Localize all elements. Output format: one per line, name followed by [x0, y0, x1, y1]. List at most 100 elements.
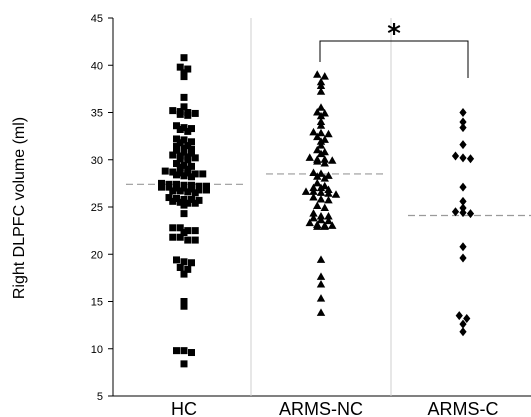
data-point: [173, 135, 180, 143]
data-point: [316, 103, 326, 111]
data-point: [199, 170, 207, 178]
data-point: [191, 227, 199, 235]
data-point: [184, 199, 192, 207]
y-tick-label: 10: [91, 344, 103, 356]
data-point: [309, 168, 318, 176]
data-point: [176, 63, 184, 71]
data-point: [316, 211, 326, 220]
data-point: [173, 171, 180, 179]
data-point: [459, 327, 467, 337]
data-point: [328, 221, 337, 229]
data-point: [459, 123, 467, 133]
data-point: [463, 314, 471, 324]
data-point: [459, 182, 467, 192]
data-point: [191, 189, 199, 197]
data-point: [169, 168, 177, 176]
y-tick-label: 45: [91, 13, 103, 25]
data-point: [176, 155, 184, 163]
data-point: [169, 187, 177, 195]
data-point: [176, 126, 184, 134]
y-tick-label: 5: [97, 391, 103, 403]
data-point: [169, 151, 177, 159]
data-point: [184, 169, 192, 177]
data-point: [191, 236, 199, 244]
data-point: [176, 263, 184, 271]
data-point: [176, 224, 184, 232]
data-point: [188, 138, 195, 146]
data-point: [313, 108, 322, 116]
data-point: [188, 195, 195, 203]
data-point: [459, 242, 467, 252]
significance-star: *: [387, 19, 401, 49]
data-point: [309, 193, 318, 201]
data-point: [324, 171, 333, 179]
data-point: [184, 156, 192, 164]
data-point: [316, 128, 326, 137]
data-point: [158, 179, 165, 187]
data-point: [316, 188, 326, 196]
data-point: [180, 347, 188, 355]
data-point: [180, 144, 188, 152]
data-point: [313, 222, 322, 230]
data-point: [309, 127, 318, 136]
y-tick-label: 35: [91, 108, 103, 120]
data-point: [180, 136, 188, 144]
data-point: [176, 139, 184, 147]
data-point: [313, 201, 322, 210]
data-point: [328, 156, 337, 164]
data-point: [188, 149, 195, 157]
data-point: [309, 213, 318, 222]
data-point: [316, 137, 326, 145]
data-point: [184, 111, 192, 119]
data-point: [188, 185, 195, 193]
data-point: [180, 103, 188, 111]
data-point: [459, 253, 467, 263]
data-point: [320, 155, 329, 163]
data-point: [169, 197, 177, 205]
data-point: [316, 294, 326, 302]
data-point: [313, 145, 322, 154]
data-point: [180, 201, 188, 209]
data-point: [188, 349, 195, 357]
data-point: [313, 70, 322, 78]
data-point: [191, 170, 199, 178]
data-point: [324, 195, 333, 204]
data-point: [316, 215, 326, 224]
data-point: [184, 142, 192, 150]
data-point: [459, 208, 467, 218]
data-point: [203, 186, 210, 194]
data-point: [324, 185, 333, 193]
data-point: [173, 256, 180, 264]
data-point: [188, 125, 195, 133]
y-axis-title: Right DLPFC volume (ml): [11, 117, 28, 299]
data-point: [320, 174, 329, 182]
data-point: [305, 153, 314, 161]
data-point: [331, 190, 341, 198]
axes: 5 10 15 20 25 30 35 40 45 HC ARMS-NC ARMS-C: [91, 13, 531, 417]
data-point: [466, 154, 475, 164]
data-point: [316, 117, 326, 125]
data-point: [459, 319, 467, 329]
data-point: [301, 187, 311, 195]
data-point: [173, 194, 180, 202]
data-point: [173, 122, 180, 130]
data-point: [309, 183, 318, 192]
data-point: [459, 108, 467, 117]
data-point: [184, 188, 192, 196]
y-tick-label: 15: [91, 297, 103, 309]
y-axis-title-group: Right DLPFC volume (ml): [11, 117, 28, 299]
data-point: [320, 203, 329, 211]
data-point: [180, 54, 188, 62]
data-point: [180, 172, 188, 180]
y-tick-label: 20: [91, 249, 103, 261]
data-point: [188, 181, 195, 189]
data-point: [195, 186, 203, 194]
significance-bracket-line: [319, 40, 469, 78]
data-point: [188, 259, 195, 267]
data-point: [169, 233, 177, 241]
data-point: [324, 211, 333, 220]
data-point: [165, 183, 173, 191]
data-point: [313, 132, 322, 141]
data-point: [313, 178, 322, 187]
data-point: [316, 141, 326, 149]
